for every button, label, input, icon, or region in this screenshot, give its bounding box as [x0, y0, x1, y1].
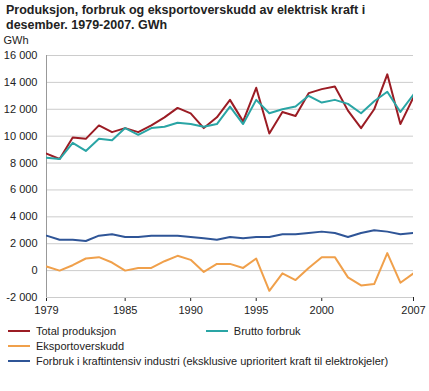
html-text:Eksportoverskudd: Eksportoverskudd [36, 340, 124, 352]
svg-text:10 000: 10 000 [4, 130, 38, 142]
svg-text:1979: 1979 [34, 304, 58, 316]
svg-text:12 000: 12 000 [4, 103, 38, 115]
svg-text:1990: 1990 [178, 304, 202, 316]
svg-text:-2 000: -2 000 [6, 291, 37, 303]
svg-text:1985: 1985 [113, 304, 137, 316]
svg-text:2 000: 2 000 [10, 237, 38, 249]
svg-text:4 000: 4 000 [10, 210, 38, 222]
svg-text:14 000: 14 000 [4, 76, 38, 88]
svg-text:6 000: 6 000 [10, 183, 38, 195]
svg-text:0: 0 [31, 264, 37, 276]
svg-text:8 000: 8 000 [10, 157, 38, 169]
html-text:Total produksjon: Total produksjon [36, 325, 117, 337]
svg-text:2007: 2007 [401, 304, 425, 316]
html-text:Forbruk i kraftintensiv indust: Forbruk i kraftintensiv industri (eksklu… [36, 355, 389, 367]
html-text:Produksjon, forbruk og eksport: Produksjon, forbruk og eksportoverskudd … [6, 3, 366, 32]
svg-text:1995: 1995 [244, 304, 268, 316]
svg-text:2000: 2000 [310, 304, 334, 316]
svg-text:16 000: 16 000 [4, 49, 38, 61]
svg-text:GWh: GWh [4, 34, 29, 46]
html-text:Brutto forbruk: Brutto forbruk [233, 325, 301, 337]
